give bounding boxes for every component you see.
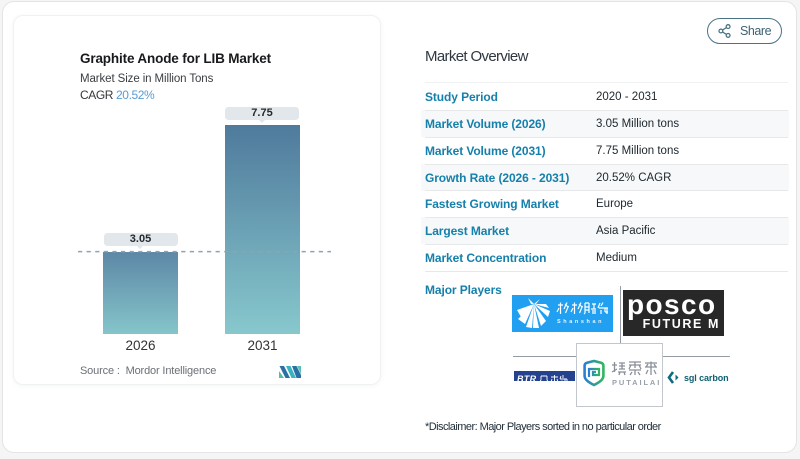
svg-text:BTR: BTR [517, 374, 537, 384]
svg-text:Shanshan: Shanshan [557, 319, 604, 324]
